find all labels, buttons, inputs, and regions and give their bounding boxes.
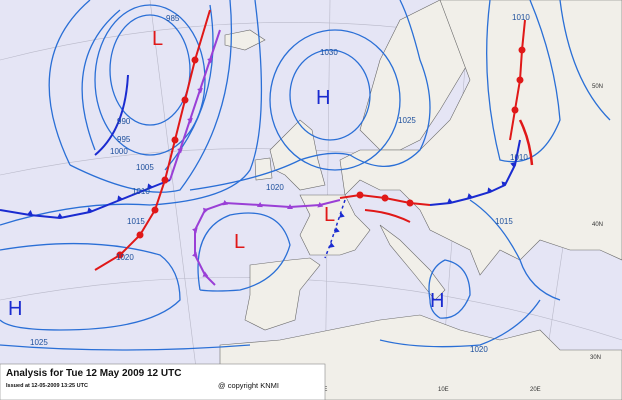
- isobar-label: 1010: [132, 187, 150, 196]
- low-center: L: [234, 231, 245, 253]
- isobar-label: 1025: [398, 116, 416, 125]
- isobar-label: 1020: [116, 253, 134, 262]
- fronts: [0, 9, 534, 286]
- isobar-label: 1015: [495, 217, 513, 226]
- longitude-label: 20E: [530, 387, 541, 393]
- isobar-label: 1000: [110, 147, 128, 156]
- high-center: H: [8, 298, 22, 320]
- longitude-label: 10E: [438, 387, 449, 393]
- isobar-labels: 985 990 995 1000 1005 1010 1015 1020 103…: [30, 13, 530, 354]
- footer: Analysis for Tue 12 May 2009 12 UTC Issu…: [0, 363, 326, 400]
- latitude-label: 40N: [592, 222, 603, 228]
- isobar-label: 1030: [320, 48, 338, 57]
- isobar-label: 990: [117, 117, 131, 126]
- latitude-label: 30N: [590, 355, 601, 361]
- low-center: L: [152, 28, 163, 50]
- latitude-label: 50N: [592, 84, 603, 90]
- pressure-centers: L H L L H H: [8, 28, 444, 320]
- isobar-label: 1020: [470, 345, 488, 354]
- low-center: L: [324, 204, 335, 226]
- footer-box: [0, 363, 326, 400]
- isobar-label: 985: [166, 14, 180, 23]
- high-center: H: [430, 290, 444, 312]
- footer-issued: Issued at 12-05-2009 13:25 UTC: [6, 383, 88, 389]
- isobar-label: 1005: [136, 163, 154, 172]
- isobar-label: 1010: [510, 153, 528, 162]
- isobar-label: 1025: [30, 338, 48, 347]
- isobar-label: 1010: [512, 13, 530, 22]
- footer-title: Analysis for Tue 12 May 2009 12 UTC: [6, 368, 181, 379]
- isobar-label: 1020: [266, 183, 284, 192]
- high-center: H: [316, 87, 330, 109]
- footer-copyright: @ copyright KNMI: [218, 381, 279, 390]
- isobar-label: 995: [117, 135, 131, 144]
- isobar-label: 1015: [127, 217, 145, 226]
